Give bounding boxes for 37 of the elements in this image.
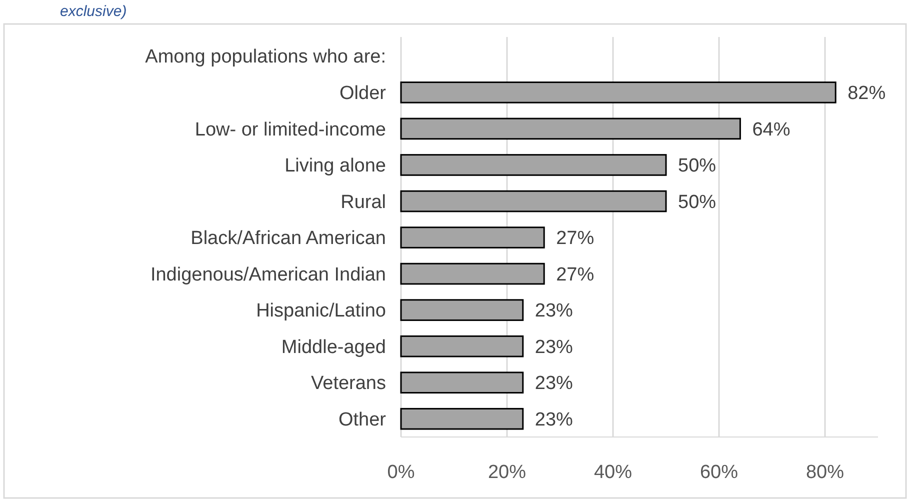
data-label: 64% (752, 119, 790, 140)
data-label: 82% (848, 83, 886, 104)
bar (400, 408, 524, 430)
y-tick-label: Older (340, 83, 387, 104)
bar (400, 190, 667, 212)
x-tick-label: 80% (806, 462, 844, 483)
y-tick-label: Indigenous/American Indian (150, 264, 386, 286)
data-label: 27% (556, 228, 594, 250)
y-tick-label: Rural (340, 192, 386, 213)
data-label: 50% (678, 192, 716, 213)
text: Among populations who are: (145, 46, 386, 68)
bar (400, 372, 524, 394)
bar (400, 118, 741, 140)
x-tick-label: 0% (387, 462, 415, 483)
y-tick-label: Veterans (311, 373, 386, 394)
x-tick-label: 20% (488, 462, 526, 483)
bar (400, 335, 524, 358)
data-label: 23% (534, 336, 574, 358)
x-tick-label: 60% (700, 462, 738, 483)
data-label: 23% (534, 410, 574, 431)
bar (400, 226, 545, 248)
bar (400, 262, 545, 285)
y-tick-label: Living alone (284, 156, 386, 177)
y-tick-label: Middle-aged (281, 336, 386, 358)
data-label: 23% (534, 373, 574, 394)
bar (400, 299, 524, 321)
y-tick-label: Black/African American (190, 228, 386, 250)
bar (400, 154, 667, 176)
data-label: 23% (534, 300, 574, 322)
data-label: 27% (556, 264, 594, 286)
x-tick-label: 40% (594, 462, 632, 483)
text: exclusive) (60, 3, 127, 20)
y-tick-label: Hispanic/Latino (256, 300, 386, 322)
y-tick-label: Low- or limited-income (194, 119, 386, 140)
data-label: 50% (678, 156, 716, 177)
y-tick-label: Other (338, 410, 387, 431)
bar (400, 82, 836, 104)
